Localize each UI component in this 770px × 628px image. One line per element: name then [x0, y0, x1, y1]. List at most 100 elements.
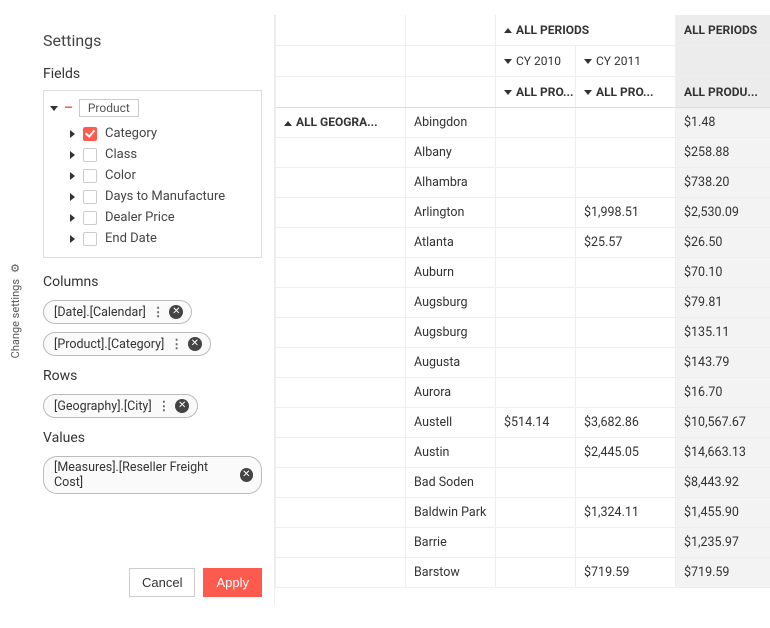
row-header[interactable]: Austin	[405, 438, 495, 467]
row-header[interactable]: Austell	[405, 408, 495, 437]
col-header-cy2010[interactable]: CY 2010	[495, 46, 575, 76]
drag-handle-icon[interactable]: ⋮	[170, 336, 182, 352]
row-header[interactable]: Auburn	[405, 258, 495, 287]
field-pill[interactable]: [Measures].[Reseller Freight Cost]✕	[43, 456, 262, 494]
drag-handle-icon[interactable]: ⋮	[158, 398, 170, 414]
header-spacer	[405, 77, 495, 107]
header-spacer	[275, 15, 405, 45]
fields-root-chip[interactable]: Product	[79, 99, 139, 117]
col-header-allpro-1[interactable]: ALL PRO...	[495, 77, 575, 107]
cell: $25.57	[575, 228, 675, 257]
table-row: Atlanta$25.57$26.50	[275, 228, 770, 258]
cell	[495, 378, 575, 407]
field-item[interactable]: Category	[50, 123, 253, 144]
app-root: ⚙ Change settings Settings Fields – Prod…	[5, 15, 770, 605]
cell-total: $70.10	[675, 258, 770, 287]
row-header[interactable]: Albany	[405, 138, 495, 167]
cell	[495, 348, 575, 377]
field-item[interactable]: Class	[50, 144, 253, 165]
field-label: Days to Manufacture	[105, 189, 225, 204]
row-header[interactable]: Alhambra	[405, 168, 495, 197]
cell-total: $719.59	[675, 558, 770, 587]
row-group-spacer	[275, 288, 405, 317]
chevron-down-icon	[504, 59, 512, 64]
table-row: Auburn $70.10	[275, 258, 770, 288]
drag-handle-icon[interactable]: ⋮	[152, 304, 164, 320]
grid-body: ALL GEOGRA...Abingdon$1.48Albany$258.88A…	[275, 108, 770, 605]
chevron-down-icon	[584, 90, 592, 95]
col-header-allpro-2[interactable]: ALL PRO...	[575, 77, 675, 107]
cell: $514.14	[495, 408, 575, 437]
cell	[575, 138, 675, 167]
col-header-allpro-total[interactable]: ALL PRODU...	[675, 77, 770, 107]
remove-icon[interactable]: ✕	[240, 468, 253, 482]
cancel-button[interactable]: Cancel	[129, 568, 195, 597]
checkbox[interactable]	[83, 148, 97, 162]
cell-total: $8,443.92	[675, 468, 770, 497]
chevron-down-icon	[504, 90, 512, 95]
row-group-spacer	[275, 408, 405, 437]
row-group-spacer	[275, 378, 405, 407]
row-header[interactable]: Barrie	[405, 528, 495, 557]
cell	[495, 558, 575, 587]
checkbox[interactable]	[83, 169, 97, 183]
cell	[575, 378, 675, 407]
cell	[495, 258, 575, 287]
header-spacer	[275, 46, 405, 76]
table-row: Austell$514.14$3,682.86$10,567.67	[275, 408, 770, 438]
settings-title: Settings	[43, 31, 262, 50]
field-label: Color	[105, 168, 136, 183]
field-label: Category	[105, 126, 157, 141]
caret-right-icon	[70, 235, 75, 243]
checkbox[interactable]	[83, 127, 97, 141]
cell-total: $1.48	[675, 108, 770, 137]
field-item[interactable]: Days to Manufacture	[50, 186, 253, 207]
cell: $1,998.51	[575, 198, 675, 227]
field-pill[interactable]: [Geography].[City] ⋮ ✕	[43, 394, 198, 418]
field-pill[interactable]: [Product].[Category]⋮✕	[43, 332, 211, 356]
cell	[575, 108, 675, 137]
field-item[interactable]: Dealer Price	[50, 207, 253, 228]
checkbox[interactable]	[83, 232, 97, 246]
field-item[interactable]: End Date	[50, 228, 253, 249]
cell: $719.59	[575, 558, 675, 587]
row-header[interactable]: Baldwin Park	[405, 498, 495, 527]
remove-icon[interactable]: ✕	[175, 399, 189, 413]
col-header-all-periods-total[interactable]: ALL PERIODS	[675, 15, 770, 45]
cell-total: $135.11	[675, 318, 770, 347]
pill-label: [Geography].[City]	[54, 399, 152, 414]
row-header[interactable]: Atlanta	[405, 228, 495, 257]
fields-root[interactable]: – Product	[50, 99, 253, 117]
row-header[interactable]: Augsburg	[405, 318, 495, 347]
col-header-all-periods[interactable]: ALL PERIODS	[495, 15, 675, 45]
field-item[interactable]: Color	[50, 165, 253, 186]
remove-icon[interactable]: ✕	[188, 337, 202, 351]
cell: $3,682.86	[575, 408, 675, 437]
row-group-spacer	[275, 558, 405, 587]
row-group-header[interactable]: ALL GEOGRA...	[275, 108, 405, 137]
row-header[interactable]: Abingdon	[405, 108, 495, 137]
header-spacer	[405, 46, 495, 76]
row-header[interactable]: Aurora	[405, 378, 495, 407]
row-group-spacer	[275, 348, 405, 377]
collapse-icon[interactable]: –	[64, 103, 73, 113]
row-header[interactable]: Arlington	[405, 198, 495, 227]
settings-panel: Settings Fields – Product CategoryClassC…	[25, 15, 275, 605]
field-label: Class	[105, 147, 137, 162]
table-row: Baldwin Park$1,324.11$1,455.90	[275, 498, 770, 528]
field-pill[interactable]: [Date].[Calendar]⋮✕	[43, 300, 192, 324]
apply-button[interactable]: Apply	[203, 568, 262, 597]
row-header[interactable]: Barstow	[405, 558, 495, 587]
cell	[575, 258, 675, 287]
cell	[495, 108, 575, 137]
col-header-cy2011[interactable]: CY 2011	[575, 46, 675, 76]
cell	[575, 468, 675, 497]
table-row: Barrie$1,235.97	[275, 528, 770, 558]
row-header[interactable]: Augusta	[405, 348, 495, 377]
row-header[interactable]: Augsburg	[405, 288, 495, 317]
checkbox[interactable]	[83, 211, 97, 225]
remove-icon[interactable]: ✕	[169, 305, 183, 319]
row-header[interactable]: Bad Soden	[405, 468, 495, 497]
side-tab[interactable]: ⚙ Change settings	[5, 15, 25, 605]
checkbox[interactable]	[83, 190, 97, 204]
